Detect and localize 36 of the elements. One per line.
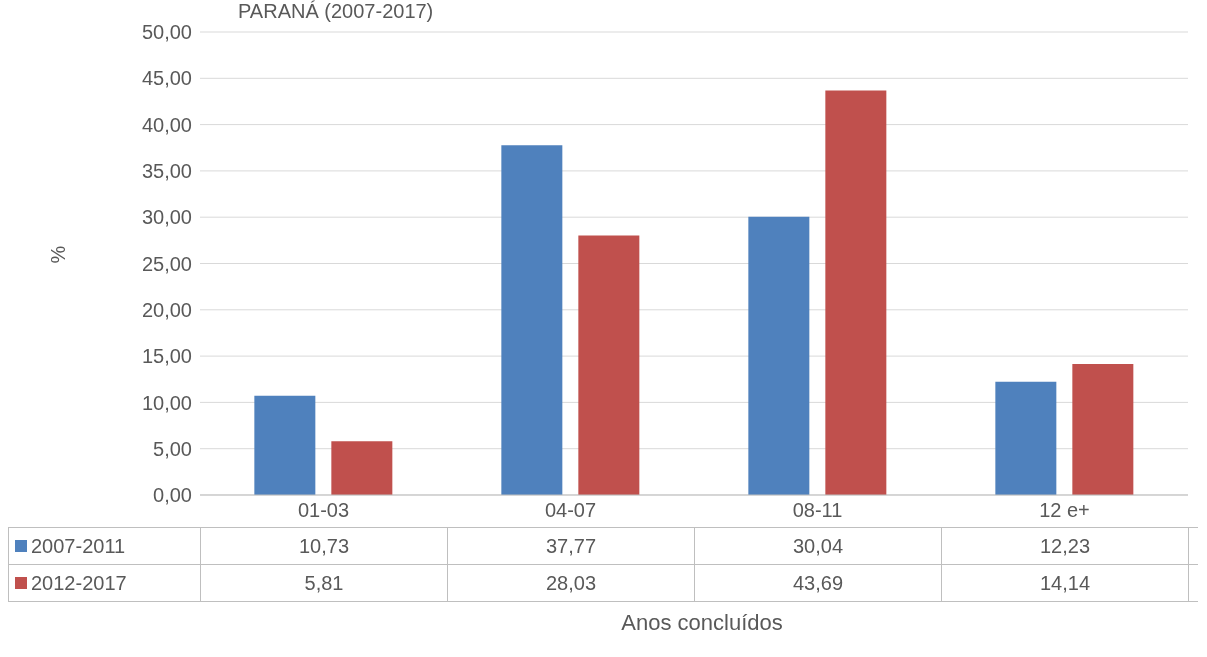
x-axis-title: Anos concluídos [620,610,784,636]
x-tick-label: 12 e+ [1039,499,1090,522]
data-label: 37,77 [448,528,695,564]
data-label: 12,23 [942,528,1189,564]
data-label: 30,04 [695,528,942,564]
y-axis-title: % [47,245,70,264]
x-tick-label: 08-11 [792,499,843,522]
y-tick-label: 30,00 [141,206,192,229]
bar [578,235,640,495]
data-label: 43,69 [695,565,942,601]
bar [254,395,316,495]
data-label: 28,03 [448,565,695,601]
y-tick-label: 45,00 [141,67,192,90]
data-label: 10,73 [201,528,448,564]
y-tick-label: 40,00 [141,113,192,136]
bar [825,90,887,495]
bar [331,441,393,495]
bar [501,145,563,495]
bar [995,381,1057,495]
data-label: 5,81 [201,565,448,601]
y-tick-label: 35,00 [141,160,192,182]
y-tick-label: 5,00 [153,437,192,460]
legend-label: 2012-2017 [31,571,127,595]
data-label: 14,14 [942,565,1189,601]
bar [1072,364,1134,495]
bar [748,216,810,495]
y-tick-label: 15,00 [141,345,192,368]
x-tick-label: 01-03 [297,499,350,522]
x-tick-label: 04-07 [544,499,597,522]
y-tick-label: 0,00 [153,484,192,507]
y-tick-label: 25,00 [141,252,192,275]
y-tick-label: 10,00 [141,391,192,414]
legend-label: 2007-2011 [31,534,126,558]
y-tick-label: 50,00 [141,21,192,44]
chart-title: PARANÁ (2007-2017) [238,0,434,23]
y-tick-label: 20,00 [141,298,192,321]
